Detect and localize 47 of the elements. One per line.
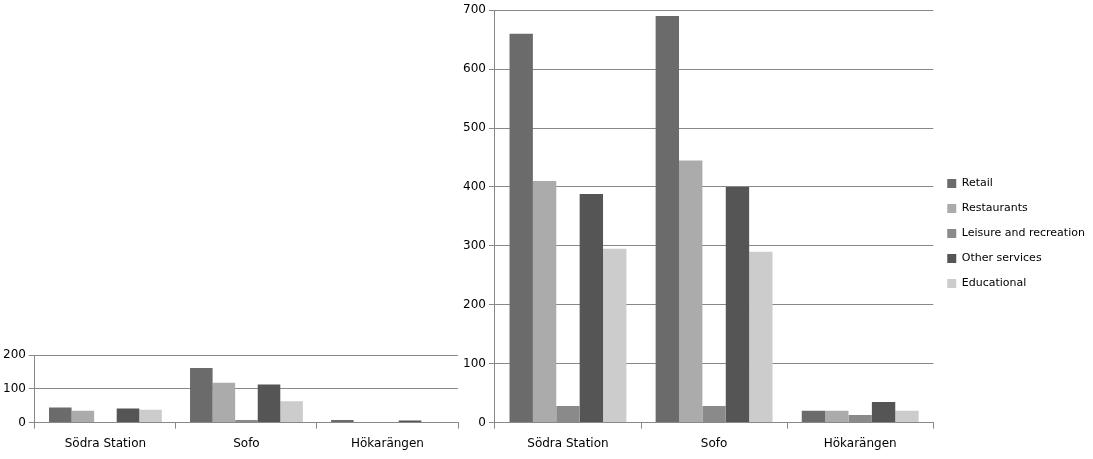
y-tick-label: 600 bbox=[463, 61, 486, 76]
legend-label: Retail bbox=[961, 176, 993, 190]
bar bbox=[702, 406, 726, 423]
bar bbox=[331, 419, 354, 423]
y-tick-label: 200 bbox=[463, 296, 486, 311]
x-tick-label: Södra Station bbox=[527, 435, 609, 450]
bar bbox=[871, 401, 896, 423]
y-tick-label: 100 bbox=[463, 355, 486, 370]
legend-label: Educational bbox=[961, 276, 1027, 290]
bar bbox=[679, 160, 703, 423]
bar bbox=[532, 181, 557, 423]
bar bbox=[848, 414, 872, 423]
y-tick-label: 0 bbox=[18, 414, 26, 429]
bar bbox=[556, 406, 580, 423]
bar bbox=[825, 410, 849, 423]
y-tick-label: 200 bbox=[3, 347, 26, 362]
y-tick-label: 0 bbox=[478, 414, 486, 429]
bar bbox=[801, 410, 826, 423]
legend-label: Other services bbox=[961, 251, 1042, 265]
x-tick-label: Sofo bbox=[700, 435, 728, 450]
y-tick-label: 400 bbox=[463, 179, 486, 194]
bar bbox=[257, 384, 281, 423]
bar bbox=[603, 248, 627, 423]
bar bbox=[725, 186, 750, 423]
y-tick-label: 700 bbox=[463, 2, 486, 17]
y-tick-label: 100 bbox=[3, 381, 26, 396]
x-tick-label: Södra Station bbox=[64, 435, 147, 450]
bar bbox=[190, 368, 213, 423]
bar bbox=[579, 194, 604, 423]
bar bbox=[895, 410, 919, 423]
bar bbox=[49, 407, 72, 423]
y-tick-label: 300 bbox=[463, 237, 486, 252]
bar bbox=[749, 251, 773, 423]
legend-label: Leisure and recreation bbox=[961, 226, 1085, 240]
bar bbox=[509, 33, 533, 423]
x-tick-label: Hökarängen bbox=[823, 435, 897, 450]
y-tick-label: 500 bbox=[463, 120, 486, 135]
x-tick-label: Hökarängen bbox=[351, 435, 424, 450]
bar bbox=[71, 410, 95, 423]
bar bbox=[139, 409, 162, 423]
x-tick-label: Sofo bbox=[233, 435, 260, 450]
bar bbox=[212, 382, 236, 423]
bar bbox=[280, 401, 303, 423]
bar bbox=[116, 408, 140, 423]
bar bbox=[235, 419, 258, 423]
legend-label: Restaurants bbox=[961, 201, 1028, 215]
bar bbox=[655, 16, 680, 423]
